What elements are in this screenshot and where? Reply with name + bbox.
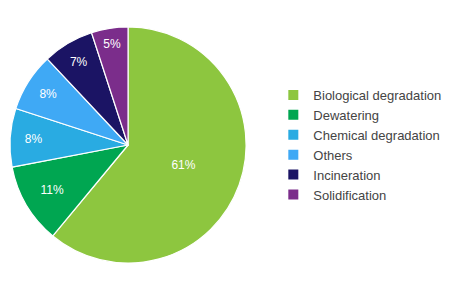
svg-text:Dewatering: Dewatering: [313, 108, 379, 123]
svg-text:11%: 11%: [40, 183, 63, 197]
svg-text:8%: 8%: [25, 132, 43, 146]
svg-text:Solidification: Solidification: [313, 188, 386, 203]
svg-text:5%: 5%: [103, 37, 121, 51]
svg-text:8%: 8%: [39, 87, 57, 101]
svg-text:Others: Others: [313, 148, 353, 163]
svg-text:61%: 61%: [171, 158, 195, 172]
svg-text:7%: 7%: [70, 55, 88, 69]
svg-text:Incineration: Incineration: [313, 168, 380, 183]
svg-text:Biological degradation: Biological degradation: [313, 88, 441, 103]
svg-text:Chemical degradation: Chemical degradation: [313, 128, 439, 143]
